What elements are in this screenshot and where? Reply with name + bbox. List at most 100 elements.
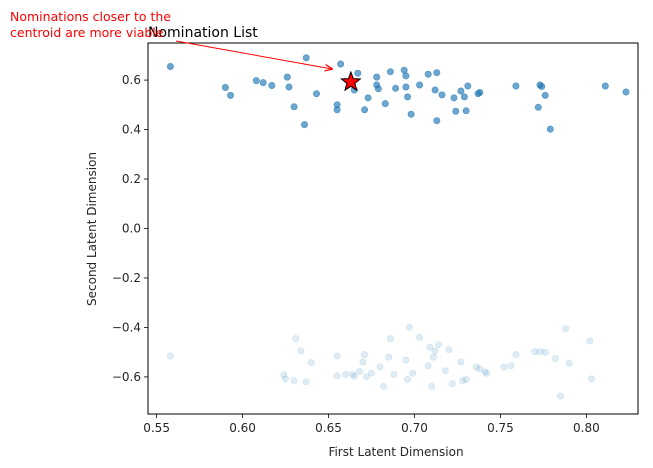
data-point (481, 368, 489, 376)
annotation-line-1: Nominations closer to the (10, 9, 171, 24)
data-point (268, 82, 276, 90)
data-point (402, 356, 410, 364)
data-point (290, 103, 298, 111)
data-point (166, 352, 174, 360)
x-tick-label: 0.80 (573, 421, 600, 435)
y-tick-label: 0.4 (122, 123, 141, 137)
data-point (386, 68, 394, 76)
annotation: Nominations closer to the centroid are m… (10, 9, 332, 69)
data-point (536, 348, 544, 356)
annotation-arrow (175, 40, 332, 69)
data-point (333, 372, 341, 380)
y-axis-label: Second Latent Dimension (85, 152, 99, 306)
data-point (381, 100, 389, 108)
data-point (297, 347, 305, 355)
y-tick-label: −0.2 (112, 271, 141, 285)
data-point (512, 351, 520, 359)
data-point (386, 335, 394, 343)
x-tick-label: 0.55 (143, 421, 170, 435)
data-point (409, 369, 417, 377)
data-point (476, 365, 484, 373)
data-point (374, 85, 382, 93)
data-point (283, 73, 291, 81)
data-point (512, 82, 520, 90)
data-point (433, 69, 441, 77)
data-point (405, 323, 413, 331)
data-point (379, 382, 387, 390)
y-tick-label: 0.2 (122, 172, 141, 186)
centroid-layer (340, 70, 362, 92)
data-point (551, 354, 559, 362)
data-point (586, 337, 594, 345)
data-point (259, 79, 267, 87)
data-point (221, 84, 229, 92)
data-point (302, 54, 310, 62)
y-tick-label: 0.0 (122, 222, 141, 236)
data-point (337, 60, 345, 68)
data-point (392, 84, 400, 92)
data-point (280, 371, 288, 379)
data-point (445, 346, 453, 354)
data-point (362, 373, 370, 381)
data-point (402, 83, 410, 91)
data-point (483, 369, 491, 377)
data-point (541, 348, 549, 356)
data-point (500, 363, 508, 371)
data-point (400, 66, 408, 74)
data-point (390, 370, 398, 378)
x-axis: 0.55 0.60 0.65 0.70 0.75 0.80 (143, 414, 600, 435)
data-point (407, 110, 415, 118)
data-point (416, 81, 424, 89)
data-point (302, 378, 310, 386)
data-point (426, 343, 434, 351)
data-point (546, 125, 554, 133)
data-point (428, 382, 436, 390)
data-point (507, 362, 515, 370)
data-point (562, 325, 570, 333)
data-point (448, 380, 456, 388)
data-point (538, 83, 546, 91)
data-point (460, 93, 468, 101)
data-point (462, 375, 470, 383)
data-point (462, 107, 470, 115)
data-point (290, 377, 298, 385)
data-point (350, 372, 358, 380)
data-point (429, 353, 437, 361)
data-point (227, 91, 235, 99)
data-point (367, 369, 375, 377)
data-point (452, 107, 460, 115)
data-point (424, 362, 432, 370)
data-point (438, 91, 446, 99)
data-point (531, 348, 539, 356)
data-point (355, 367, 363, 375)
data-point (333, 101, 341, 109)
points-layer (166, 54, 630, 400)
data-point (361, 351, 369, 359)
data-point (349, 370, 357, 378)
data-point (459, 377, 467, 385)
y-axis: −0.6 −0.4 −0.2 0.0 0.2 0.4 0.6 (112, 73, 148, 384)
data-point (424, 70, 432, 78)
x-tick-label: 0.70 (401, 421, 428, 435)
data-point (404, 93, 412, 101)
data-point (441, 367, 449, 375)
data-point (300, 121, 308, 129)
x-tick-label: 0.75 (487, 421, 514, 435)
x-axis-label: First Latent Dimension (328, 445, 463, 459)
y-tick-label: −0.4 (112, 320, 141, 334)
data-point (588, 375, 596, 383)
data-point (457, 358, 465, 366)
data-point (433, 117, 441, 125)
data-point (354, 69, 362, 77)
data-point (557, 392, 565, 400)
data-point (373, 73, 381, 81)
data-point (292, 335, 300, 343)
data-point (450, 94, 458, 102)
data-point (361, 106, 369, 114)
data-point (166, 62, 174, 70)
data-point (281, 375, 289, 383)
plot-frame (147, 42, 639, 415)
centroid-star-marker (340, 70, 362, 92)
data-point (435, 341, 443, 349)
